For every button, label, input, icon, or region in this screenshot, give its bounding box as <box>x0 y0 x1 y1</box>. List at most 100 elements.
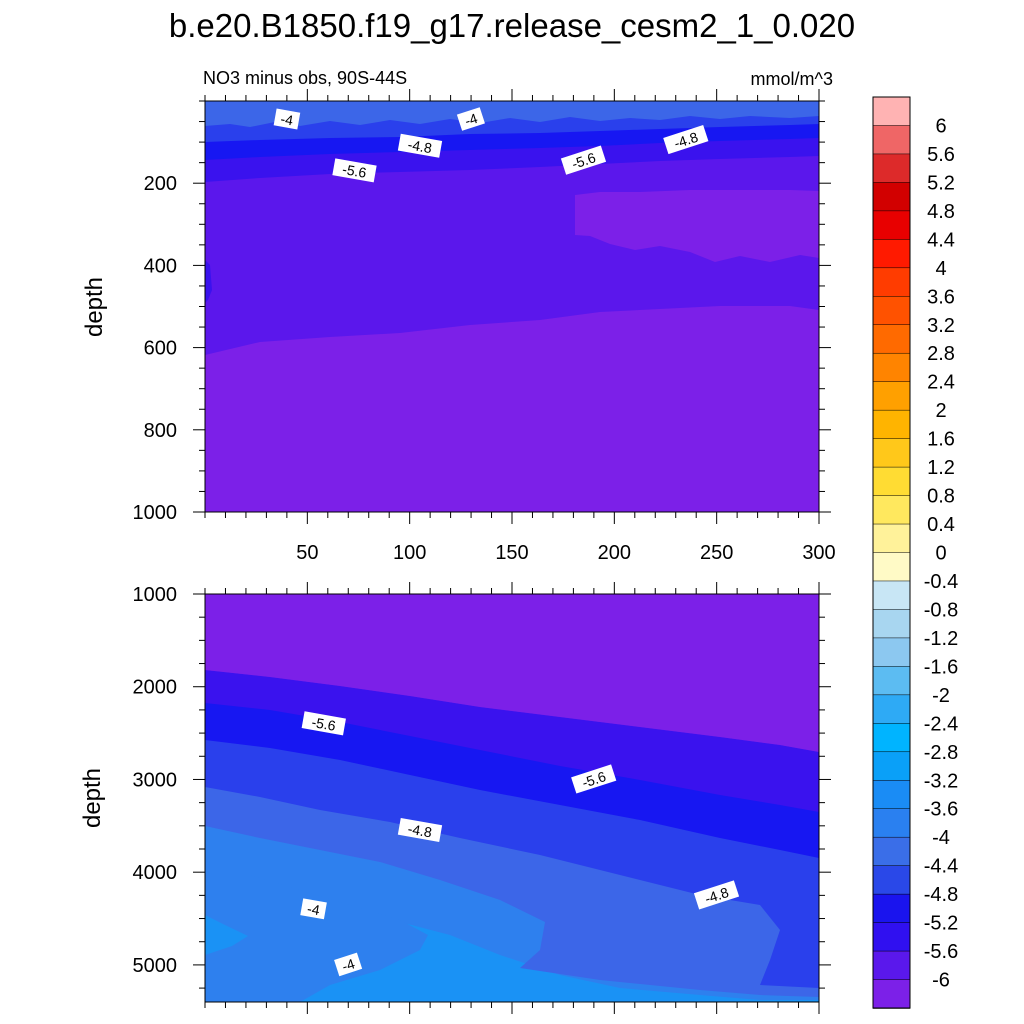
colorbar-swatch <box>872 523 911 554</box>
x-tick-label: 150 <box>495 542 528 564</box>
colorbar-label: 4 <box>935 258 946 280</box>
colorbar-swatch <box>872 723 911 753</box>
colorbar-label: 3.2 <box>927 315 955 337</box>
contour-label: -4.8 <box>663 124 709 155</box>
colorbar-label: -4.4 <box>924 856 958 878</box>
colorbar-swatch <box>872 694 911 725</box>
colorbar-swatch <box>872 466 911 497</box>
colorbar-swatch <box>872 580 911 611</box>
colorbar-swatch <box>872 210 911 241</box>
svg-text:-4: -4 <box>306 900 321 918</box>
colorbar-swatch <box>872 239 911 269</box>
colorbar-swatch <box>872 495 911 525</box>
colorbar-label: 0.8 <box>927 486 955 508</box>
y-tick-label: 2000 <box>133 677 178 699</box>
figure-title: b.e20.B1850.f19_g17.release_cesm2_1_0.02… <box>169 7 855 44</box>
colorbar-swatch <box>872 296 911 326</box>
contour-label: -4 <box>456 107 485 131</box>
contour-label: -5.6 <box>301 711 346 736</box>
contour-label: -4 <box>273 108 301 130</box>
x-tick-label: 200 <box>598 542 631 564</box>
top-panel: NO3 minus obs, 90S-44S mmol/m^3 -4 -4 -4.8… <box>81 68 836 564</box>
colorbar-label: 1.6 <box>927 429 955 451</box>
colorbar-swatch <box>872 153 911 184</box>
colorbar-label: -0.4 <box>924 571 958 593</box>
y-tick-label: 5000 <box>133 955 178 977</box>
svg-text:-4.8: -4.8 <box>703 884 731 907</box>
colorbar-swatch <box>872 865 911 895</box>
svg-text:-4.8: -4.8 <box>407 136 434 156</box>
colorbar-swatch <box>872 780 911 810</box>
top-panel-subtitle: NO3 minus obs, 90S-44S <box>203 68 407 88</box>
colorbar-label: -0.8 <box>924 599 958 621</box>
top-region-minus4p4 <box>205 101 819 127</box>
bottom-ylabel: depth <box>79 768 106 828</box>
colorbar-label: 0 <box>935 543 946 565</box>
colorbar-label: -3.2 <box>924 770 958 792</box>
colorbar-swatch <box>872 267 911 298</box>
top-region-minus6-patch <box>575 190 819 262</box>
y-tick-label: 200 <box>144 173 177 195</box>
y-tick-label: 800 <box>144 420 177 442</box>
y-tick-label: 4000 <box>133 862 178 884</box>
bottom-contour-fill <box>205 594 819 1002</box>
colorbar-swatch <box>872 808 911 838</box>
svg-text:-4.8: -4.8 <box>407 820 434 840</box>
bot-region-minus4 <box>205 866 428 1002</box>
colorbar-swatch <box>872 979 911 1009</box>
colorbar-swatch <box>872 552 911 582</box>
colorbar-swatch <box>872 438 911 468</box>
x-tick-label: 300 <box>802 542 835 564</box>
colorbar-label: -3.6 <box>924 799 958 821</box>
colorbar-label: -5.2 <box>924 913 958 935</box>
colorbar-label: -2.4 <box>924 713 958 735</box>
svg-text:-5.6: -5.6 <box>580 768 608 791</box>
y-tick-label: 400 <box>144 255 177 277</box>
colorbar-swatch <box>872 96 911 127</box>
svg-text:-5.6: -5.6 <box>310 714 337 734</box>
y-tick-label: 1000 <box>133 584 178 606</box>
top-panel-units: mmol/m^3 <box>751 69 833 89</box>
bottom-axes: 1000 2000 3000 4000 5000 <box>133 582 831 1014</box>
colorbar-swatch <box>872 836 911 867</box>
bottom-panel: -5.6 -5.6 -4.8 -4.8 -4 -4 1000 2000 3000 4000 500… <box>79 582 831 1014</box>
contour-label: -5.6 <box>571 764 617 794</box>
colorbar-label: 3.6 <box>927 286 955 308</box>
colorbar-label: 6 <box>935 115 946 137</box>
colorbar-label: -5.6 <box>924 941 958 963</box>
svg-text:-5.6: -5.6 <box>341 161 368 181</box>
contour-label: -4 <box>300 898 327 920</box>
colorbar-swatch <box>872 182 911 212</box>
colorbar-label: -1.2 <box>924 628 958 650</box>
colorbar-swatch <box>872 609 911 639</box>
colorbar-label: 2 <box>935 400 946 422</box>
svg-text:-4.8: -4.8 <box>672 129 700 152</box>
colorbar-label: 2.4 <box>927 372 955 394</box>
colorbar-label: 4.8 <box>927 201 955 223</box>
colorbar-label: 1.2 <box>927 457 955 479</box>
x-tick-label: 250 <box>700 542 733 564</box>
colorbar-swatch <box>872 893 911 924</box>
bot-region-minus3p2 <box>205 915 248 955</box>
svg-text:-4: -4 <box>340 955 357 974</box>
colorbar-label: 5.2 <box>927 172 955 194</box>
svg-text:-5.6: -5.6 <box>570 149 598 172</box>
contour-label: -5.6 <box>332 158 377 183</box>
colorbar-swatch <box>872 666 911 696</box>
contour-label: -4.8 <box>693 880 740 910</box>
colorbar-label: 4.4 <box>927 229 955 251</box>
top-axes: 50 100 150 200 250 300 200 400 600 800 1000 <box>133 89 836 564</box>
colorbar-label: 5.6 <box>927 144 955 166</box>
top-ylabel: depth <box>81 277 108 337</box>
x-tick-label: 100 <box>393 542 426 564</box>
colorbar-label: -2.8 <box>924 742 958 764</box>
bottom-contour-labels: -5.6 -5.6 -4.8 -4.8 -4 -4 <box>300 711 740 977</box>
y-tick-label: 600 <box>144 338 177 360</box>
colorbar-label: -4 <box>932 827 950 849</box>
colorbar-label: 0.4 <box>927 514 955 536</box>
colorbar-swatch <box>872 409 911 440</box>
colorbar: 6 5.6 5.2 4.8 4.4 4 3.6 3.2 2.8 2.4 2 1.6 1.2 0.8 0.4 0… <box>872 96 958 1009</box>
colorbar-swatch <box>872 324 911 354</box>
colorbar-label: -2 <box>932 685 950 707</box>
